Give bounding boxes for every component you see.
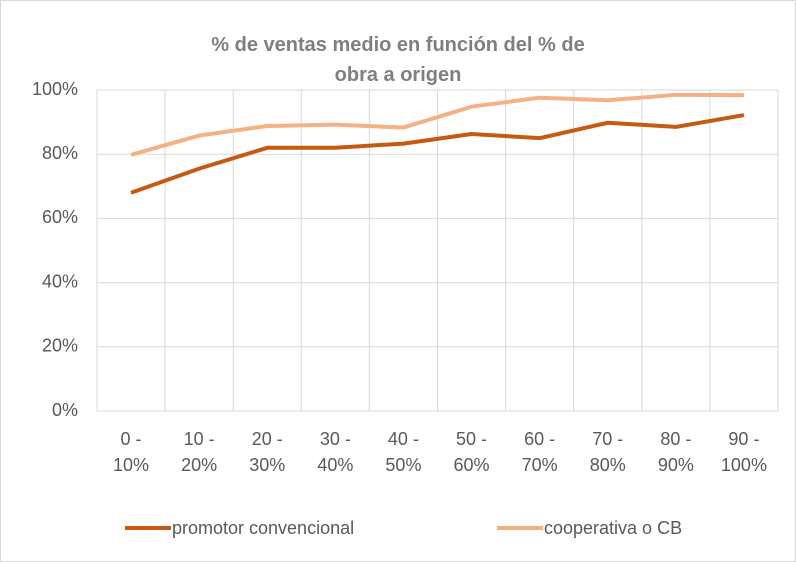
x-tick-label: 20 - 30%: [249, 429, 286, 475]
y-tick-label: 100%: [32, 79, 78, 99]
x-tick-label: 10 - 20%: [181, 429, 218, 475]
x-tick-label: 60 - 70%: [521, 429, 558, 475]
x-tick-label: 80 - 90%: [657, 429, 694, 475]
y-tick-label: 40%: [42, 271, 78, 291]
y-tick-label: 20%: [42, 336, 78, 356]
legend-label: cooperativa o CB: [544, 518, 682, 538]
x-tick-label: 70 - 80%: [589, 429, 626, 475]
x-tick-label: 0 - 10%: [113, 429, 150, 475]
legend-label: promotor convencional: [172, 518, 354, 538]
x-tick-label: 30 - 40%: [317, 429, 354, 475]
chart-title: % de ventas medio en función del % de ob…: [211, 34, 585, 86]
x-tick-label: 40 - 50%: [385, 429, 422, 475]
series-line: [130, 113, 745, 195]
y-tick-label: 80%: [42, 143, 78, 163]
y-tick-label: 60%: [42, 207, 78, 227]
x-tick-label: 50 - 60%: [453, 429, 490, 475]
y-tick-label: 0%: [52, 400, 78, 420]
x-tick-label: 90 - 100%: [720, 429, 767, 475]
series-line: [130, 92, 744, 157]
